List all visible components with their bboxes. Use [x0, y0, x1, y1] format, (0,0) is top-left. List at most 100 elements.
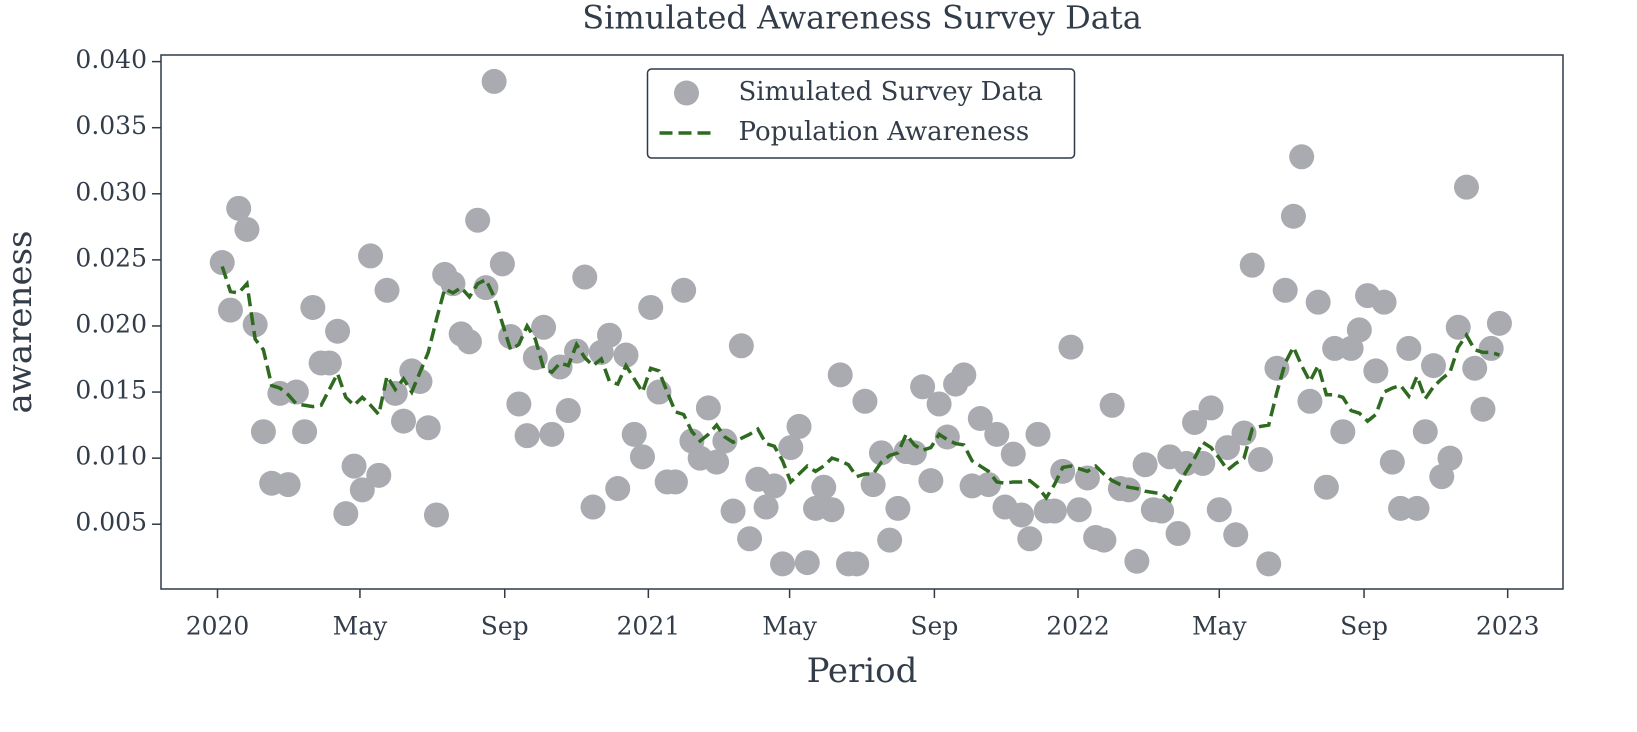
data-point: [1165, 520, 1191, 546]
x-tick-label: 2020: [186, 612, 250, 641]
data-point: [217, 297, 243, 323]
data-point: [1058, 334, 1084, 360]
data-point: [918, 468, 944, 494]
data-point: [358, 243, 384, 269]
data-point: [860, 472, 886, 498]
y-tick-label: 0.035: [75, 111, 147, 140]
data-point: [1272, 277, 1298, 303]
data-point: [366, 462, 392, 488]
data-point: [712, 428, 738, 454]
data-point: [1149, 498, 1175, 524]
x-tick-label: Sep: [910, 612, 958, 641]
data-point: [555, 398, 581, 424]
data-point: [984, 421, 1010, 447]
data-point: [1363, 358, 1389, 384]
data-point: [382, 380, 408, 406]
data-point: [976, 472, 1002, 498]
y-tick-label: 0.020: [75, 309, 147, 338]
data-point: [481, 68, 507, 94]
data-point: [547, 354, 573, 380]
data-point: [374, 277, 400, 303]
x-tick-label: 2022: [1046, 612, 1110, 641]
data-point: [662, 469, 688, 495]
y-tick-label: 0.040: [75, 45, 147, 74]
data-point: [1289, 144, 1315, 170]
data-point: [819, 497, 845, 523]
x-tick-label: 2021: [617, 612, 681, 641]
data-point: [596, 322, 622, 348]
data-point: [761, 473, 787, 499]
data-point: [349, 477, 375, 503]
data-point: [926, 391, 952, 417]
data-point: [1009, 502, 1035, 528]
data-point: [1091, 527, 1117, 553]
data-point: [967, 405, 993, 431]
data-point: [737, 526, 763, 552]
data-point: [1239, 252, 1265, 278]
data-point: [580, 494, 606, 520]
data-point: [1198, 395, 1224, 421]
data-point: [415, 415, 441, 441]
data-point: [720, 498, 746, 524]
data-point: [341, 453, 367, 479]
data-point: [489, 251, 515, 277]
data-point: [423, 502, 449, 528]
legend-label: Simulated Survey Data: [739, 77, 1043, 107]
data-point: [572, 264, 598, 290]
data-point: [506, 391, 532, 417]
data-point: [1478, 335, 1504, 361]
data-point: [514, 423, 540, 449]
legend-marker: [674, 80, 699, 106]
data-point: [209, 250, 235, 276]
data-point: [1223, 522, 1249, 548]
data-point: [1182, 409, 1208, 435]
data-point: [456, 329, 482, 355]
data-point: [1421, 353, 1447, 379]
x-tick-label: 2023: [1476, 612, 1540, 641]
chart-title: Simulated Awareness Survey Data: [582, 0, 1142, 37]
y-tick-label: 0.010: [75, 442, 147, 471]
data-point: [621, 421, 647, 447]
data-point: [1445, 314, 1471, 340]
data-point: [605, 476, 631, 502]
data-point: [1256, 551, 1282, 577]
data-point: [1437, 445, 1463, 471]
data-point: [1190, 450, 1216, 476]
y-tick-label: 0.005: [75, 508, 147, 537]
data-point: [1453, 174, 1479, 200]
data-point: [844, 551, 870, 577]
data-point: [1206, 497, 1232, 523]
data-point: [1346, 317, 1372, 343]
plot-frame: [160, 54, 1564, 590]
data-point: [1305, 289, 1331, 315]
data-point: [1313, 474, 1339, 500]
data-point: [390, 408, 416, 434]
x-tick-label: May: [333, 612, 389, 641]
data-point: [1066, 497, 1092, 523]
data-point: [1050, 458, 1076, 484]
data-point: [325, 318, 351, 344]
data-point: [910, 374, 936, 400]
data-point: [671, 277, 697, 303]
x-tick-label: Sep: [481, 612, 529, 641]
data-point: [1017, 526, 1043, 552]
data-point: [778, 435, 804, 461]
data-point: [275, 472, 301, 498]
data-point: [1404, 495, 1430, 521]
data-point: [1000, 441, 1026, 467]
data-point: [1371, 289, 1397, 315]
data-point: [1074, 465, 1100, 491]
data-point: [811, 474, 837, 500]
data-point: [704, 449, 730, 475]
data-point: [1486, 310, 1512, 336]
data-point: [885, 495, 911, 521]
data-point: [292, 419, 318, 445]
data-point: [1396, 335, 1422, 361]
y-tick-label: 0.025: [75, 243, 147, 272]
data-point: [794, 550, 820, 576]
y-tick-label: 0.030: [75, 177, 147, 206]
data-point: [1215, 435, 1241, 461]
data-point: [1379, 449, 1405, 475]
data-point: [1041, 498, 1067, 524]
